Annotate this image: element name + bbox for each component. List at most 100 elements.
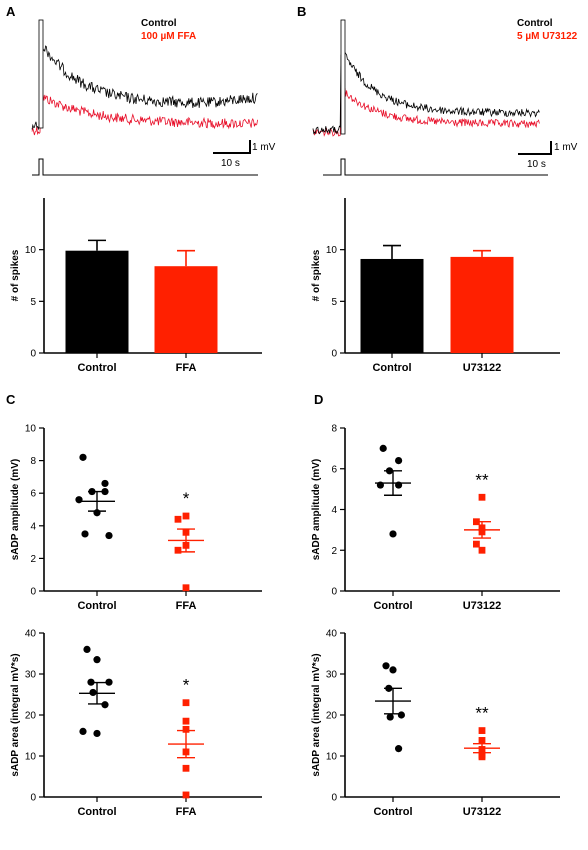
bar	[154, 266, 218, 353]
data-point	[382, 662, 390, 670]
stimulus-trace-a	[32, 158, 258, 176]
data-point	[395, 745, 403, 753]
y-tick-label: 10	[25, 424, 37, 435]
data-point	[182, 791, 190, 799]
scatter-chart-area-ffa: 0 10 20 30 40 Control FFA sADP area (integral m…	[10, 629, 262, 818]
x-category-label: Control	[372, 362, 411, 374]
panel-label-c: C	[6, 392, 16, 407]
significance-marker: **	[475, 470, 489, 489]
y-tick-label: 10	[326, 752, 338, 763]
panel-label-a: A	[6, 4, 16, 19]
significance-marker: *	[183, 676, 190, 695]
data-point	[379, 444, 387, 452]
data-point	[395, 457, 403, 465]
stimulus-trace-b	[323, 158, 548, 176]
bar-chart-spikes-u73122: 0 5 10 Control U73122 # of spikes	[311, 198, 560, 374]
legend-control-b: Control	[517, 18, 553, 29]
trace-control-b	[312, 51, 540, 135]
scale-label-s-b: 10 s	[527, 159, 546, 170]
bar-chart-spikes-ffa: 0 5 10 Control FFA # of spikes	[10, 198, 262, 374]
data-point	[478, 493, 486, 501]
data-point	[93, 729, 101, 738]
y-tick-label: 0	[331, 587, 337, 598]
data-point	[101, 479, 109, 488]
scale-bar-a	[213, 140, 251, 154]
data-point	[79, 453, 87, 461]
data-point	[75, 496, 83, 504]
data-point	[182, 512, 190, 520]
y-tick-label: 2	[30, 554, 36, 565]
x-category-label: U73122	[463, 362, 502, 374]
trace-u73122	[312, 88, 540, 137]
data-point	[105, 678, 113, 686]
data-point	[478, 727, 486, 734]
y-tick-label: 4	[331, 505, 337, 516]
spike-artifact-a	[38, 19, 44, 129]
y-tick-label: 30	[25, 670, 37, 681]
y-tick-label: 10	[25, 752, 37, 763]
y-axis-label: sADP area (integral mV*s)	[10, 653, 21, 776]
y-tick-label: 0	[331, 793, 337, 804]
y-tick-label: 0	[30, 587, 36, 598]
x-category-label: FFA	[176, 806, 197, 818]
y-tick-label: 20	[25, 711, 37, 722]
y-axis-label: sADP amplitude (mV)	[311, 459, 322, 561]
data-point	[182, 584, 190, 592]
data-point	[93, 656, 101, 664]
bar	[360, 258, 424, 353]
data-point	[473, 540, 480, 548]
x-category-label: FFA	[176, 362, 197, 374]
y-tick-label: 40	[25, 629, 37, 640]
data-point	[389, 666, 397, 674]
data-point	[89, 688, 97, 697]
y-axis-label: sADP amplitude (mV)	[10, 459, 21, 561]
data-point	[478, 753, 486, 761]
significance-marker: **	[475, 704, 489, 723]
y-tick-label: 0	[30, 793, 36, 804]
legend-ffa: 100 µM FFA	[141, 31, 196, 42]
scale-label-mv-b: 1 mV	[554, 142, 578, 153]
data-point	[182, 699, 190, 707]
data-point	[182, 764, 190, 772]
y-tick-label: 0	[331, 349, 337, 360]
panel-label-b: B	[297, 4, 306, 19]
trace-control-a	[31, 44, 258, 131]
scale-label-mv-a: 1 mV	[252, 142, 276, 153]
y-tick-label: 20	[326, 711, 338, 722]
y-tick-label: 40	[326, 629, 338, 640]
y-tick-label: 2	[331, 546, 337, 557]
data-point	[101, 701, 109, 709]
x-category-label: U73122	[463, 806, 502, 818]
trace-panel-b: Control 5 µM U73122 1 mV 10 s	[312, 18, 578, 176]
data-point	[174, 546, 182, 554]
x-category-label: Control	[77, 806, 116, 818]
y-tick-label: 8	[331, 424, 337, 435]
data-point	[389, 530, 397, 538]
y-axis-label: # of spikes	[10, 249, 21, 301]
y-tick-label: 0	[30, 349, 36, 360]
y-tick-label: 10	[326, 245, 338, 256]
data-point	[386, 713, 394, 721]
data-point	[81, 530, 89, 538]
x-category-label: Control	[373, 600, 412, 612]
x-category-label: Control	[77, 600, 116, 612]
y-tick-label: 5	[30, 297, 36, 308]
y-tick-label: 8	[30, 456, 36, 467]
trace-ffa	[31, 94, 258, 136]
panel-label-d: D	[314, 392, 323, 407]
y-tick-label: 6	[30, 489, 36, 500]
bar	[450, 256, 514, 353]
scatter-chart-amplitude-ffa: 0 2 4 6 8 10 Control FFA sADP amplitude (mV) *	[10, 424, 262, 612]
spike-artifact-b	[340, 19, 346, 135]
scale-label-s-a: 10 s	[221, 158, 240, 169]
y-axis-label: sADP area (integral mV*s)	[311, 653, 322, 776]
x-category-label: Control	[77, 362, 116, 374]
y-tick-label: 6	[331, 464, 337, 475]
y-tick-label: 30	[326, 670, 338, 681]
y-tick-label: 4	[30, 521, 36, 532]
scatter-chart-amplitude-u73122: 0 2 4 6 8 Control U73122 sADP amplitude (mV) **	[311, 424, 560, 612]
data-point	[105, 531, 113, 540]
data-point	[182, 725, 190, 733]
significance-marker: *	[183, 489, 190, 508]
